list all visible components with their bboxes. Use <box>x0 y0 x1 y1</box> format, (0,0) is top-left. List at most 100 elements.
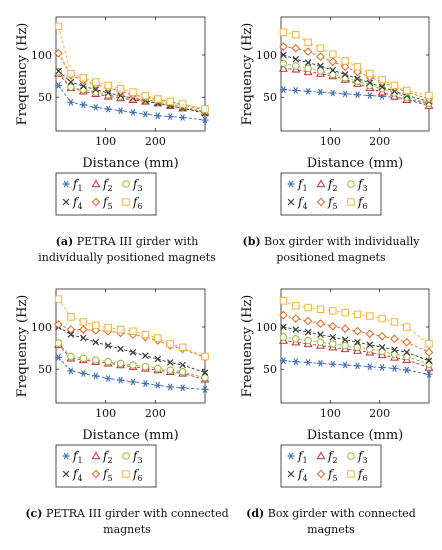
data-point-f3 <box>201 373 209 382</box>
caption-line-1: (c) PETRA III girder with connected <box>25 507 228 520</box>
data-point-f4 <box>80 334 87 342</box>
data-point-f4 <box>67 78 75 86</box>
data-point-f6 <box>166 97 174 106</box>
data-point-f1 <box>141 380 149 387</box>
data-point-f1 <box>141 110 149 118</box>
data-point-f3 <box>166 366 174 374</box>
data-point-f4 <box>280 51 287 59</box>
chart-panel-b: 100 200 50 100 Distance (mm) Frequency (Hz) f1… <box>240 16 434 264</box>
x-tick-label: 100 <box>320 135 341 148</box>
series-f3 <box>279 333 433 368</box>
data-point-f1 <box>129 378 137 386</box>
data-point-f6 <box>304 38 312 47</box>
data-point-f4 <box>425 357 433 365</box>
data-point-f4 <box>67 331 75 338</box>
panel-caption: (d) Box girder with connected magnets <box>246 507 416 536</box>
legend-label-f2: f2 <box>102 449 113 465</box>
data-point-f1 <box>179 114 187 121</box>
data-point-f4 <box>366 79 374 87</box>
chart-panel-d: 100 200 50 100 Distance (mm) Frequency (Hz) f1… <box>240 288 434 536</box>
x-tick-label: 100 <box>95 135 116 148</box>
data-point-f3 <box>67 352 75 361</box>
data-point-f1 <box>341 90 349 98</box>
legend-marker-f6 <box>347 470 355 478</box>
data-point-f6 <box>425 340 433 348</box>
data-point-f1 <box>425 370 433 378</box>
caption-line-1: (b) Box girder with individually <box>243 235 421 248</box>
legend-label-f5: f5 <box>327 467 338 483</box>
data-point-f4 <box>354 75 361 82</box>
data-point-f1 <box>378 364 386 371</box>
x-tick-label: 200 <box>369 135 390 148</box>
data-point-f6 <box>279 28 288 36</box>
legend-label-f4: f4 <box>72 195 83 211</box>
series-f1 <box>279 357 433 378</box>
data-point-f1 <box>292 358 300 366</box>
data-point-f6 <box>292 302 300 310</box>
data-point-f3 <box>341 341 349 350</box>
data-point-f1 <box>54 353 63 361</box>
data-point-f5 <box>66 325 76 334</box>
data-point-f3 <box>129 361 137 369</box>
data-point-f6 <box>154 95 162 103</box>
series-f5 <box>279 310 434 357</box>
data-point-f4 <box>292 326 300 333</box>
data-point-f3 <box>279 333 288 341</box>
data-point-f4 <box>117 345 124 353</box>
data-point-f3 <box>329 340 337 348</box>
series-f5 <box>54 320 210 362</box>
data-point-f6 <box>366 312 374 320</box>
caption-line-2: positioned magnets <box>276 251 386 264</box>
legend-label-f6: f6 <box>132 195 143 211</box>
series-f6 <box>54 22 209 113</box>
data-point-f1 <box>353 362 362 370</box>
data-point-f3 <box>316 338 325 346</box>
legend-label-f2: f2 <box>102 177 113 193</box>
data-point-f6 <box>329 50 337 58</box>
data-point-f6 <box>79 318 88 326</box>
legend-label-f5: f5 <box>102 467 113 483</box>
legend-label-f1: f1 <box>72 177 83 193</box>
data-point-f1 <box>104 105 112 113</box>
legend-label-f6: f6 <box>357 467 368 483</box>
data-point-f5 <box>316 52 325 61</box>
legend-label-f4: f4 <box>72 467 83 483</box>
data-point-f6 <box>316 305 325 314</box>
series-f6 <box>54 295 209 361</box>
data-point-f3 <box>141 362 150 371</box>
data-point-f5 <box>279 310 288 320</box>
data-point-f6 <box>54 295 63 303</box>
data-point-f6 <box>141 330 150 339</box>
data-point-f1 <box>201 386 209 393</box>
data-point-f1 <box>341 361 349 369</box>
data-point-f6 <box>141 91 150 100</box>
caption-line-2: magnets <box>307 523 355 536</box>
data-point-f1 <box>279 86 288 94</box>
data-point-f1 <box>329 360 337 368</box>
legend-marker-f4 <box>62 470 70 478</box>
data-point-f5 <box>365 329 375 339</box>
legend-marker-f3 <box>122 180 130 188</box>
legend-label-f5: f5 <box>102 195 113 211</box>
data-point-f6 <box>425 91 433 100</box>
data-point-f6 <box>129 88 137 96</box>
data-point-f6 <box>116 325 125 334</box>
data-point-f3 <box>279 59 288 68</box>
legend-marker-f1 <box>62 452 70 460</box>
chart-panel-c: 100 200 50 100 Distance (mm) Frequency (Hz) f1… <box>15 288 229 536</box>
legend-label-f5: f5 <box>327 195 338 211</box>
series-f6 <box>279 297 433 348</box>
legend-box <box>55 444 157 488</box>
data-point-f4 <box>317 62 324 70</box>
data-point-f6 <box>279 297 288 305</box>
data-point-f6 <box>178 343 187 352</box>
data-point-f1 <box>54 81 63 89</box>
data-point-f4 <box>378 83 386 91</box>
legend-marker-f5 <box>316 469 326 479</box>
data-point-f6 <box>341 308 349 317</box>
data-point-f1 <box>179 384 187 392</box>
x-axis-label: Distance (mm) <box>82 156 179 171</box>
data-point-f6 <box>166 340 174 348</box>
y-tick-label: 50 <box>263 91 277 104</box>
data-point-f3 <box>366 345 374 353</box>
